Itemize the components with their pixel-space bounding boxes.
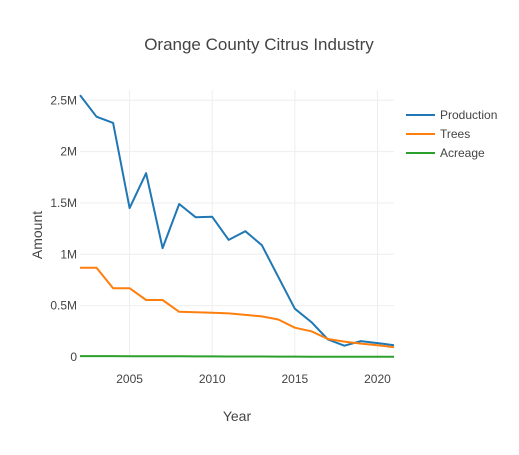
chart-title: Orange County Citrus Industry [144, 35, 374, 54]
y-tick-label: 1.5M [50, 196, 77, 210]
x-axis-label: Year [223, 408, 252, 424]
x-tick-label: 2010 [199, 372, 226, 386]
y-tick-label: 1M [60, 247, 77, 261]
series-line-acreage [80, 355, 394, 358]
legend-label-trees: Trees [440, 127, 470, 141]
legend: Production Trees Acreage [406, 108, 497, 160]
y-tick-label: 2M [60, 145, 77, 159]
y-tick-label: 0 [70, 350, 77, 364]
y-axis-label: Amount [29, 211, 45, 259]
y-axis-ticks: 0 0.5M 1M 1.5M 2M 2.5M [50, 93, 77, 364]
y-tick-label: 2.5M [50, 93, 77, 107]
x-tick-label: 2020 [364, 372, 391, 386]
x-axis-ticks: 2005 2010 2015 2020 [116, 372, 391, 386]
gridlines [80, 90, 394, 357]
series-line-production [79, 94, 395, 347]
x-tick-label: 2015 [281, 372, 308, 386]
legend-label-production: Production [440, 108, 497, 122]
legend-label-acreage: Acreage [440, 146, 485, 160]
series-group [79, 94, 395, 358]
series-line-trees [80, 266, 395, 349]
y-tick-label: 0.5M [50, 299, 77, 313]
x-tick-label: 2005 [116, 372, 143, 386]
